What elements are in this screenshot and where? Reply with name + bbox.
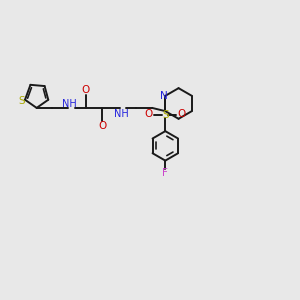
- Text: NH: NH: [62, 99, 77, 109]
- Text: N: N: [160, 91, 168, 101]
- Text: O: O: [82, 85, 90, 95]
- Text: F: F: [162, 168, 168, 178]
- Text: O: O: [145, 110, 153, 119]
- Text: S: S: [18, 96, 25, 106]
- Text: O: O: [178, 110, 186, 119]
- Text: NH: NH: [114, 109, 128, 119]
- Text: S: S: [162, 110, 169, 120]
- Text: O: O: [98, 121, 106, 130]
